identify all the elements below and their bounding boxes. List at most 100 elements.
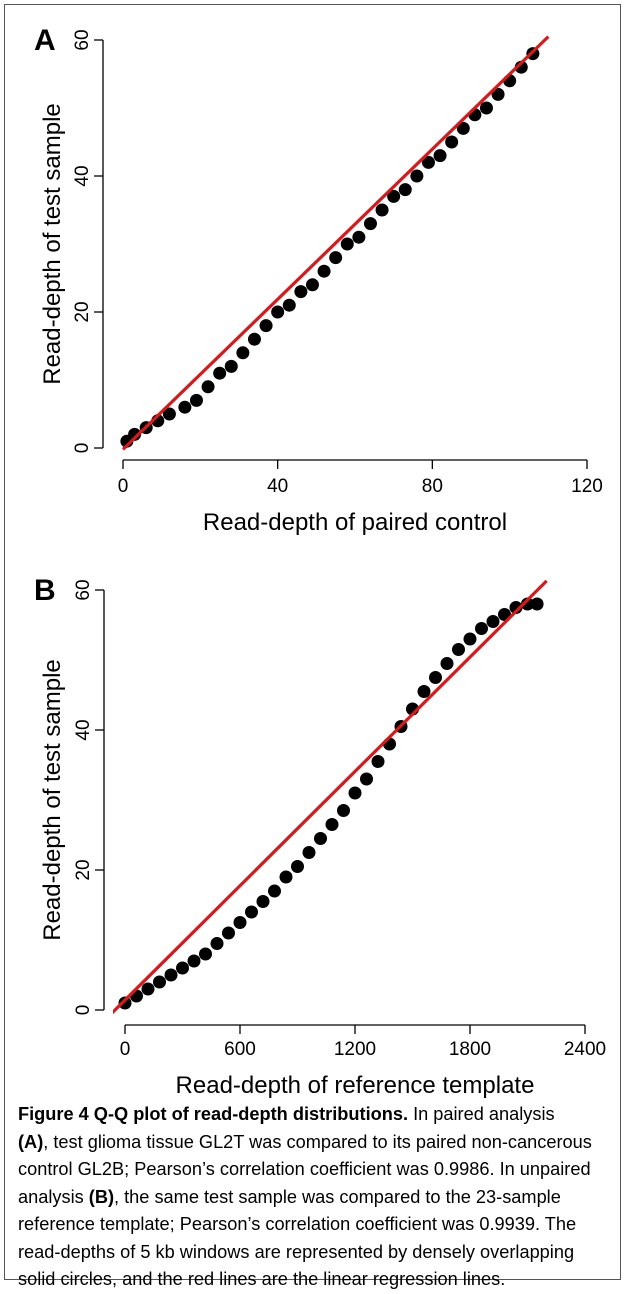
data-point-b (440, 657, 454, 670)
data-point-a (421, 155, 435, 169)
data-point-b (141, 982, 155, 996)
data-point-a (236, 346, 250, 360)
y-tick-label-a: 0 (72, 443, 93, 454)
x-axis-label-a: Read-depth of paired control (203, 509, 507, 536)
x-tick-label-a: 80 (422, 476, 443, 497)
y-tick-label-b: 0 (73, 1005, 94, 1016)
data-point-b (325, 818, 339, 831)
data-point-b (153, 975, 166, 989)
x-tick-label-a: 0 (118, 476, 129, 497)
chart-panel-a: A 0 40 80 120 Read-depth of paired control 0 20… (34, 24, 603, 536)
data-point-b (210, 937, 224, 950)
data-point-b (279, 870, 293, 884)
data-point-a (213, 366, 227, 380)
data-point-a (201, 380, 215, 394)
caption-line-6: read-depths of 5 kb windows are represen… (18, 1241, 575, 1262)
data-point-b (118, 996, 132, 1010)
caption-line-3: control GL2B; Pearson’s correlation coef… (18, 1159, 591, 1179)
y-tick-label-a: 60 (72, 29, 93, 50)
data-point-a (317, 264, 331, 278)
x-tick-label-b: 2400 (564, 1039, 606, 1060)
data-point-b (187, 954, 201, 968)
data-point-a (128, 427, 142, 441)
figure-frame (4, 4, 621, 1280)
data-point-a (410, 169, 424, 183)
data-point-b (245, 905, 258, 919)
data-point-b (475, 622, 488, 635)
data-point-a (352, 230, 366, 244)
x-tick-label-a: 40 (267, 476, 288, 497)
data-point-a (247, 332, 261, 346)
data-point-a (178, 400, 192, 414)
data-point-a (479, 101, 493, 115)
data-point-b (337, 804, 350, 817)
data-point-b (486, 615, 500, 628)
data-point-a (329, 251, 343, 265)
data-point-b (417, 685, 431, 698)
caption-panel-ref-a: (A) (18, 1131, 44, 1152)
data-point-b (199, 947, 212, 961)
data-point-b (302, 846, 316, 859)
data-point-b (371, 755, 385, 768)
data-point-a (445, 135, 459, 149)
data-point-a (387, 189, 401, 203)
data-point-a (398, 183, 412, 197)
data-point-a (375, 203, 389, 217)
data-point-a (433, 149, 447, 163)
data-point-b (233, 916, 247, 929)
caption-line-2: (A), test glioma tissue GL2T was compare… (18, 1131, 592, 1152)
data-point-a (491, 87, 505, 101)
x-tick-label-b: 600 (224, 1039, 256, 1060)
y-axis-label-b: Read-depth of test sample (39, 659, 66, 941)
y-tick-label-b: 60 (73, 579, 94, 600)
data-point-b (348, 786, 362, 800)
data-point-a (305, 278, 319, 292)
y-tick-label-a: 40 (72, 165, 93, 186)
x-tick-label-b: 1200 (334, 1039, 376, 1060)
data-point-a (340, 237, 354, 251)
panel-letter-a: A (34, 24, 56, 57)
x-tick-label-b: 1800 (449, 1039, 491, 1060)
x-axis-label-b: Read-depth of reference template (176, 1072, 535, 1099)
data-point-b (222, 926, 235, 940)
data-point-a (224, 359, 238, 373)
data-point-b (521, 597, 534, 611)
y-tick-label-b: 40 (73, 719, 94, 740)
regression-line-a (121, 35, 550, 451)
panel-letter-b: B (34, 574, 56, 607)
x-tick-label-b: 0 (120, 1039, 131, 1060)
caption-panel-ref-b: (B) (88, 1186, 115, 1207)
data-point-a (294, 285, 308, 299)
data-point-b (176, 961, 189, 975)
data-point-a (189, 393, 203, 407)
caption-line-7: solid circles, and the red lines are the… (18, 1269, 506, 1289)
data-point-a (282, 298, 296, 312)
data-point-b (463, 632, 477, 646)
data-point-b (268, 884, 281, 898)
data-point-b (291, 860, 304, 873)
data-point-b (509, 601, 523, 614)
figure-caption: Figure 4 Q-Q plot of read-depth distribu… (18, 1101, 614, 1294)
data-point-a (162, 407, 176, 421)
data-point-b (452, 643, 465, 656)
x-tick-label-a: 120 (571, 476, 603, 497)
y-tick-label-b: 20 (73, 859, 94, 880)
data-point-b (530, 597, 544, 611)
data-point-b (360, 772, 373, 786)
y-tick-label-a: 20 (72, 301, 93, 322)
data-point-a (456, 121, 470, 135)
data-point-a (259, 319, 273, 333)
data-point-b (429, 671, 442, 684)
caption-line-5: reference template; Pearson’s correlatio… (18, 1214, 577, 1234)
caption-line-4: analysis (B), the same test sample was c… (18, 1186, 561, 1207)
regression-line-b (113, 579, 548, 1015)
caption-line-1: In paired analysis (408, 1104, 555, 1124)
y-axis-label-a: Read-depth of test sample (39, 103, 66, 385)
caption-label: Figure 4 Q-Q plot of read-depth distribu… (18, 1104, 409, 1124)
data-point-a (363, 217, 377, 231)
data-point-a (271, 305, 285, 319)
data-point-b (314, 832, 327, 845)
data-point-b (164, 968, 178, 982)
data-point-b (256, 895, 270, 908)
